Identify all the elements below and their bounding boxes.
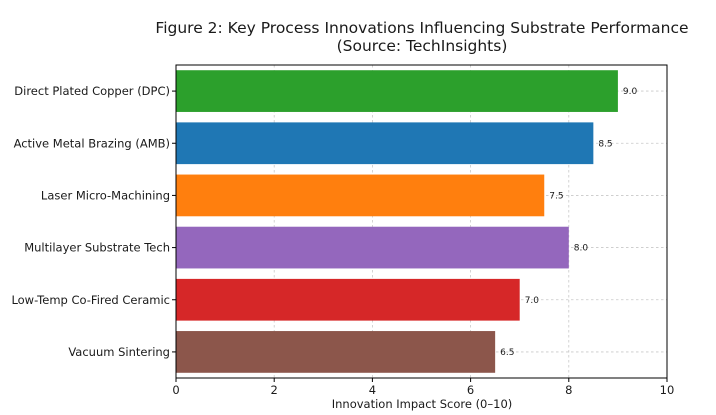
chart-title: Figure 2: Key Process Innovations Influe… <box>155 19 688 37</box>
bars <box>176 70 618 373</box>
bar <box>176 122 594 165</box>
bar-value-label: 7.0 <box>525 296 540 306</box>
x-tick-label: 6 <box>467 383 474 397</box>
bar <box>176 331 496 373</box>
y-tick-label: Low-Temp Co-Fired Ceramic <box>11 293 170 307</box>
bar <box>176 226 569 269</box>
x-tick-label: 10 <box>660 383 675 397</box>
x-tick-label: 0 <box>172 383 179 397</box>
plot-frame <box>175 64 668 379</box>
bar <box>176 278 520 321</box>
x-tick-label: 4 <box>369 383 376 397</box>
y-tick-label: Multilayer Substrate Tech <box>24 241 170 255</box>
chart-subtitle: (Source: TechInsights) <box>337 37 508 55</box>
axes: Direct Plated Copper (DPC) Active Metal B… <box>11 64 675 397</box>
bar <box>176 70 618 112</box>
y-tick-label: Laser Micro-Machining <box>41 188 170 202</box>
value-labels: 9.0 8.5 7.5 8.0 7.0 6.5 <box>500 87 637 358</box>
bar <box>176 174 545 217</box>
x-tick-label: 8 <box>565 383 572 397</box>
y-tick-label: Vacuum Sintering <box>68 345 170 359</box>
bar-value-label: 8.0 <box>574 244 589 254</box>
bar-value-label: 8.5 <box>598 139 612 149</box>
x-tick-label: 2 <box>271 383 278 397</box>
x-axis-label: Innovation Impact Score (0–10) <box>332 397 513 411</box>
bar-value-label: 7.5 <box>549 191 563 201</box>
y-tick-label: Direct Plated Copper (DPC) <box>14 84 170 98</box>
bar-value-label: 9.0 <box>623 87 638 97</box>
bar-value-label: 6.5 <box>500 348 514 358</box>
y-tick-label: Active Metal Brazing (AMB) <box>14 136 170 150</box>
